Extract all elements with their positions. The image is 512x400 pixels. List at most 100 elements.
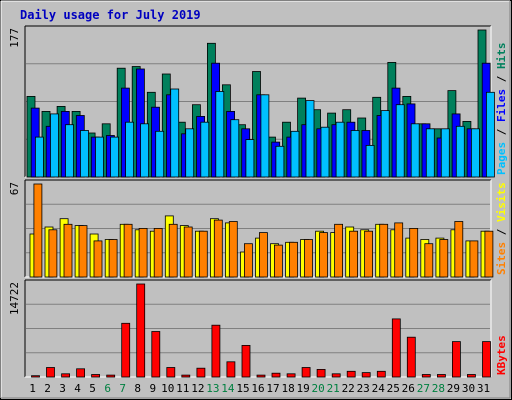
bar-pages-day-3 bbox=[65, 124, 74, 178]
bar-sites-day-26 bbox=[409, 227, 419, 278]
bar-kbytes-day-3 bbox=[61, 373, 70, 378]
bar-sites-day-31 bbox=[484, 230, 494, 278]
bar-sites-day-22 bbox=[349, 230, 359, 278]
bar-kbytes-day-10 bbox=[166, 367, 176, 378]
bar-sites-day-2 bbox=[48, 229, 58, 278]
bar-sites-day-30 bbox=[469, 240, 479, 278]
bar-sites-day-20 bbox=[319, 232, 328, 278]
bar-kbytes-day-23 bbox=[361, 372, 371, 378]
bar-pages-day-22 bbox=[350, 130, 360, 178]
x-tick-label-day-28: 28 bbox=[432, 382, 445, 395]
x-tick-label-day-2: 2 bbox=[44, 382, 51, 395]
panel-kbytes: 14722 KBytes bbox=[8, 279, 508, 378]
bar-sites-day-5 bbox=[93, 240, 103, 278]
legend-item: / bbox=[495, 222, 508, 242]
bar-kbytes-day-27 bbox=[421, 374, 431, 378]
bar-kbytes-day-21 bbox=[331, 373, 341, 378]
bar-sites-day-28 bbox=[439, 239, 449, 278]
bar-sites-day-1 bbox=[33, 183, 43, 278]
bar-kbytes-day-16 bbox=[256, 374, 266, 378]
bar-kbytes-day-12 bbox=[196, 367, 206, 378]
bar-pages-day-13 bbox=[215, 91, 225, 178]
bar-kbytes-day-18 bbox=[286, 373, 296, 378]
bar-kbytes-day-5 bbox=[91, 374, 100, 378]
x-tick-label-day-24: 24 bbox=[372, 382, 386, 395]
x-tick-label-day-1: 1 bbox=[29, 382, 36, 395]
bar-kbytes-day-1 bbox=[31, 375, 40, 378]
bar-sites-day-25 bbox=[394, 222, 404, 278]
x-tick-label-day-26: 26 bbox=[402, 382, 415, 395]
legend-kbytes: KBytes bbox=[495, 335, 508, 375]
bar-kbytes-day-2 bbox=[46, 367, 55, 378]
bar-pages-day-20 bbox=[320, 126, 330, 178]
bar-pages-day-15 bbox=[245, 139, 255, 178]
bar-pages-day-4 bbox=[80, 130, 89, 178]
x-tick-label-day-16: 16 bbox=[251, 382, 264, 395]
x-tick-label-day-15: 15 bbox=[236, 382, 249, 395]
bar-sites-day-15 bbox=[243, 243, 253, 278]
y-max-label-visits-sites: 67 bbox=[8, 182, 21, 195]
bar-sites-day-9 bbox=[153, 227, 163, 278]
legend-item: / bbox=[495, 122, 508, 142]
bar-pages-day-8 bbox=[140, 123, 150, 178]
bar-pages-day-29 bbox=[455, 125, 465, 178]
bar-kbytes-day-28 bbox=[436, 374, 446, 378]
legend-item: Visits bbox=[495, 182, 508, 222]
bar-kbytes-day-19 bbox=[301, 367, 311, 378]
panel-visits-sites: 67 Sites / Visits bbox=[8, 179, 508, 278]
x-tick-label-day-19: 19 bbox=[296, 382, 309, 395]
x-tick-label-day-8: 8 bbox=[134, 382, 141, 395]
x-tick-label-day-5: 5 bbox=[89, 382, 96, 395]
x-tick-label-day-17: 17 bbox=[266, 382, 279, 395]
bar-sites-day-19 bbox=[304, 239, 313, 278]
x-tick-label-day-30: 30 bbox=[462, 382, 475, 395]
y-max-label-hits-files-pages: 177 bbox=[8, 28, 21, 48]
bar-sites-day-11 bbox=[183, 226, 193, 278]
legend-hits-files-pages: Pages / Files / Hits bbox=[495, 43, 508, 176]
x-tick-label-day-7: 7 bbox=[119, 382, 126, 395]
bar-kbytes-day-11 bbox=[181, 374, 191, 378]
x-tick-label-day-20: 20 bbox=[311, 382, 324, 395]
bar-kbytes-day-22 bbox=[346, 370, 356, 378]
bar-pages-day-24 bbox=[380, 110, 390, 178]
bar-sites-day-21 bbox=[334, 223, 344, 278]
bar-pages-day-30 bbox=[470, 128, 480, 178]
legend-item: Sites bbox=[495, 242, 508, 275]
bar-sites-day-12 bbox=[198, 230, 208, 278]
x-tick-label-day-6: 6 bbox=[104, 382, 111, 395]
legend-item: / bbox=[495, 69, 508, 89]
x-tick-label-day-27: 27 bbox=[417, 382, 430, 395]
bar-kbytes-day-14 bbox=[226, 361, 236, 378]
bar-kbytes-day-24 bbox=[376, 370, 386, 378]
bar-sites-day-6 bbox=[108, 239, 118, 278]
x-tick-label-day-11: 11 bbox=[176, 382, 189, 395]
x-tick-label-day-13: 13 bbox=[206, 382, 219, 395]
bar-pages-day-31 bbox=[485, 91, 495, 178]
x-tick-label-day-14: 14 bbox=[221, 382, 235, 395]
bar-kbytes-day-29 bbox=[451, 341, 461, 378]
bar-kbytes-day-4 bbox=[76, 368, 85, 378]
x-tick-label-day-25: 25 bbox=[387, 382, 400, 395]
legend-visits-sites: Sites / Visits bbox=[495, 182, 508, 275]
bar-kbytes-day-30 bbox=[466, 374, 476, 378]
bar-pages-day-9 bbox=[155, 130, 165, 178]
bar-kbytes-day-25 bbox=[391, 318, 401, 378]
x-tick-label-day-21: 21 bbox=[327, 382, 340, 395]
x-tick-label-day-10: 10 bbox=[161, 382, 174, 395]
bar-pages-day-2 bbox=[50, 113, 59, 178]
bar-sites-day-16 bbox=[258, 232, 268, 278]
bar-pages-day-7 bbox=[125, 121, 134, 178]
bar-kbytes-day-15 bbox=[241, 344, 251, 378]
bar-pages-day-12 bbox=[200, 121, 210, 178]
bar-pages-day-25 bbox=[395, 104, 405, 178]
x-tick-label-day-23: 23 bbox=[357, 382, 370, 395]
x-tick-label-day-22: 22 bbox=[342, 382, 355, 395]
panel-hits-files-pages: 177 Pages / Files / Hits bbox=[8, 25, 508, 178]
bar-pages-day-28 bbox=[440, 128, 450, 178]
bar-sites-day-27 bbox=[424, 243, 434, 278]
bar-pages-day-26 bbox=[410, 123, 420, 178]
bar-pages-day-21 bbox=[335, 121, 345, 178]
bar-kbytes-day-13 bbox=[211, 324, 221, 378]
